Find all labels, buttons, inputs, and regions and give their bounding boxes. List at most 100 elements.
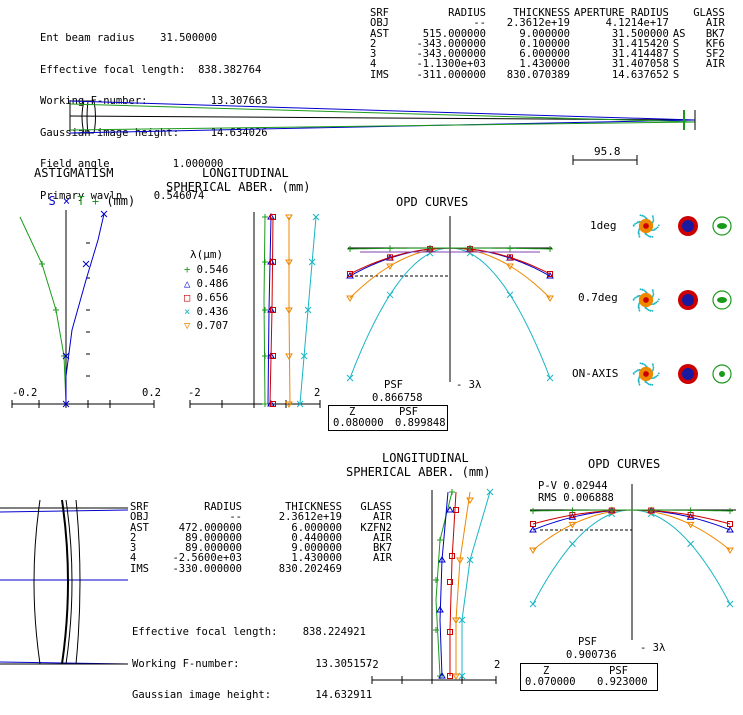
opd1-psf-label: PSF	[384, 379, 403, 391]
table-cell: 6.000000	[291, 521, 342, 534]
lens-surface	[93, 100, 96, 134]
marker-triangle	[446, 506, 454, 513]
marker-x	[312, 213, 320, 221]
table-cell: 3	[370, 48, 377, 61]
lens2-psf-box: Z PSF 0.070000 0.923000	[520, 663, 658, 691]
table-cell: -343.000000	[416, 37, 486, 50]
spot-dot	[645, 381, 648, 383]
spot-dot	[643, 289, 645, 292]
table-cell: -330.000000	[172, 562, 242, 575]
spec-efl: Effective focal length: 838.382764	[40, 63, 262, 76]
spot-dot	[632, 298, 635, 301]
table-cell: 830.070389	[506, 68, 570, 81]
marker-triangle	[436, 606, 444, 613]
spot-dot	[634, 297, 636, 299]
marker-x	[100, 210, 108, 218]
marker-square	[453, 507, 459, 513]
marker-triangle-down	[686, 521, 695, 529]
psf-box-z-value: 0.080000	[333, 417, 384, 429]
spot-core-blue	[682, 294, 694, 306]
spot-core-blue	[682, 368, 694, 380]
longsph2-curve-0656	[449, 491, 457, 676]
table-row: AST 515.000000 9.000000 31.500000 AS BK7	[370, 27, 729, 40]
table-cell: OBJ	[370, 17, 389, 30]
spot-dot	[652, 220, 655, 223]
table-header: SRF RADIUS THICKNESS APERTURE RADIUS GLA…	[370, 7, 725, 19]
spot-dot	[635, 222, 638, 225]
spot-dot	[637, 230, 640, 233]
marker-triangle	[546, 272, 554, 279]
marker-triangle-down	[452, 673, 460, 680]
table-cell: AIR	[705, 17, 725, 30]
marker-square	[347, 271, 353, 277]
table-cell: S	[672, 58, 680, 71]
table-cell: --	[473, 17, 486, 30]
table-row: 2 89.000000 0.440000 AIR	[130, 531, 396, 544]
spot-dot	[652, 365, 654, 367]
table-cell: 89.000000	[185, 542, 242, 555]
marker-x	[466, 556, 474, 564]
table-cell: IMS	[130, 562, 149, 575]
spot-label-07deg: 0.7deg	[578, 291, 618, 304]
lens-surface	[86, 100, 89, 134]
table-cell: S	[672, 68, 680, 81]
spot-dot	[635, 296, 638, 299]
spot-dot	[647, 383, 650, 385]
longsph2-curve-0436	[461, 491, 491, 676]
wavelength-symbol: □	[184, 292, 191, 304]
marker-x	[486, 488, 494, 496]
marker-x	[308, 258, 316, 266]
opd2-scale-label: - 3λ	[640, 642, 666, 654]
longsph2-subtitle: SPHERICAL ABER. (mm)	[346, 465, 491, 479]
spot-label-onaxis: ON-AXIS	[572, 367, 619, 380]
table-cell: 6.000000	[519, 48, 570, 61]
table-cell: 14.637652	[611, 68, 669, 81]
longsph1-subtitle: SPHERICAL ABER. (mm)	[166, 180, 311, 194]
spot-dot	[637, 378, 640, 381]
marker-triangle-down	[285, 259, 293, 266]
spot-dot	[655, 301, 658, 304]
spot-dot	[647, 235, 650, 237]
table-cell: BK7	[705, 27, 725, 40]
spot-dot	[638, 382, 640, 384]
table-cell: 0.100000	[519, 37, 570, 50]
spot-dot	[651, 310, 654, 312]
spec-field-angle: Field angle 1.000000	[40, 158, 224, 170]
table-cell: 515.000000	[422, 27, 486, 40]
psf-box-z-value: 0.070000	[525, 676, 576, 688]
longsph2-title: LONGITUDINAL	[382, 451, 469, 465]
longsph1-x-left: -2	[188, 387, 201, 399]
lens2-surface	[65, 499, 73, 665]
table-cell: SF2	[705, 48, 725, 61]
wavelength-legend-item: × 0.436	[184, 305, 228, 319]
table-cell: 2	[130, 531, 137, 544]
table-row: AST 472.000000 6.000000 KZFN2	[130, 521, 396, 534]
marker-x	[458, 672, 466, 680]
table-cell: BK7	[373, 542, 392, 555]
table-cell: -2.5600e+03	[172, 552, 242, 565]
marker-triangle	[726, 526, 734, 533]
marker-triangle-down	[285, 214, 293, 221]
opd2-rms: RMS 0.006888	[538, 492, 614, 504]
spot-dot	[649, 383, 652, 386]
table-row: IMS -330.000000 830.202469	[130, 562, 396, 575]
table-cell: S	[672, 37, 680, 50]
spec-ent-beam: Ent beam radius 31.500000	[40, 32, 218, 44]
table-cell: AST	[130, 521, 149, 534]
marker-triangle	[346, 272, 354, 279]
marker-square	[727, 521, 733, 527]
table-cell: 830.202469	[278, 562, 342, 575]
spec-efl: Effective focal length: 838.224921	[132, 626, 366, 638]
table-row: OBJ -- 2.3612e+19 4.1214e+17 AIR	[370, 17, 729, 30]
table-cell: 31.500000	[611, 27, 669, 40]
opd2-title: OPD CURVES	[588, 457, 661, 471]
marker-x	[82, 260, 90, 268]
marker-triangle	[529, 526, 537, 533]
spot-dot	[637, 221, 639, 224]
spot-dot	[643, 215, 645, 218]
psf-box-z-label: Z	[349, 406, 356, 418]
table-cell: 2.3612e+19	[278, 511, 342, 524]
marker-square	[447, 673, 453, 679]
table-cell: 1.430000	[291, 552, 342, 565]
marker-square	[530, 521, 536, 527]
